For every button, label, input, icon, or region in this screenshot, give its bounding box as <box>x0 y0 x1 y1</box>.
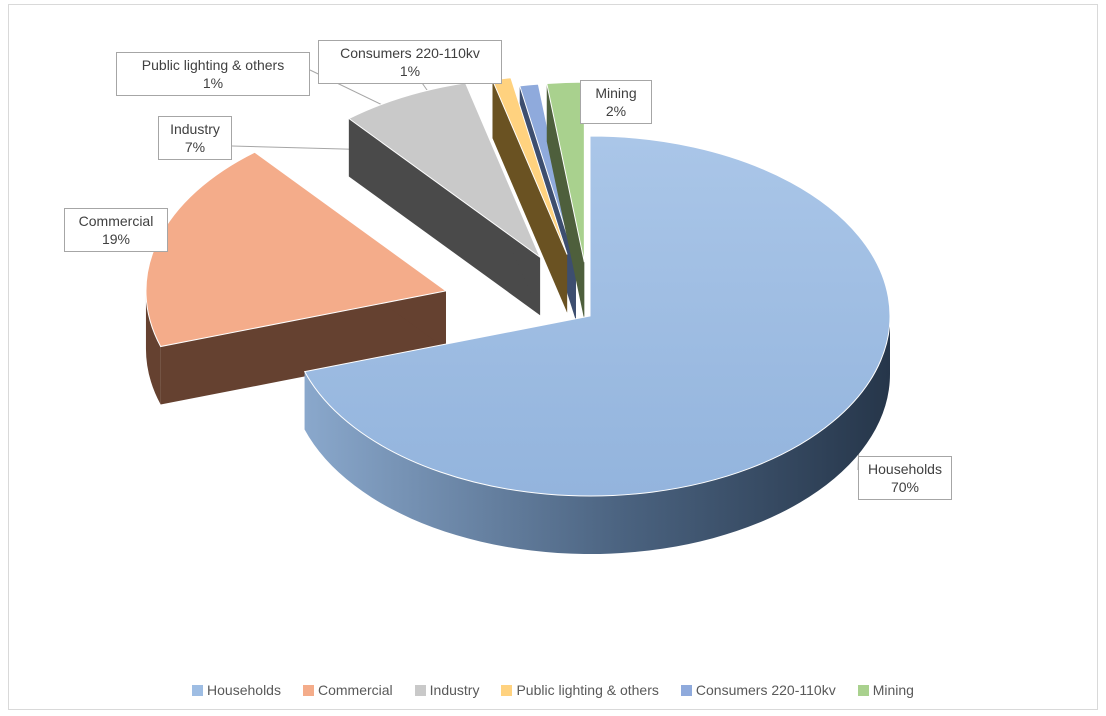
legend-label: Commercial <box>317 682 393 698</box>
slice-wall-mining-0 <box>546 83 585 321</box>
slice-side-households-0 <box>304 316 890 555</box>
legend-item-households: Households <box>192 682 281 698</box>
legend-swatch <box>414 684 426 696</box>
legend-swatch <box>501 684 513 696</box>
legend-label: Mining <box>872 682 914 698</box>
legend-swatch <box>302 684 314 696</box>
label-value: 1% <box>399 63 421 79</box>
slice-wall-commercial-0 <box>160 290 446 405</box>
legend-item-commercial: Commercial <box>302 682 393 698</box>
slice-consumers-220-110kv <box>519 83 577 263</box>
data-label-households: Households 70% <box>858 456 952 500</box>
data-label-commercial: Commercial 19% <box>64 208 168 252</box>
label-name: Industry <box>170 121 220 137</box>
legend-item-mining: Mining <box>857 682 914 698</box>
slice-wall-public-lighting-others-0 <box>492 80 568 313</box>
data-label-consumers: Consumers 220-110kv 1% <box>318 40 502 84</box>
pie-slices <box>145 77 891 555</box>
legend-label: Households <box>207 682 281 698</box>
data-label-industry: Industry 7% <box>158 116 232 160</box>
legend-swatch <box>857 684 869 696</box>
label-value: 1% <box>202 75 224 91</box>
legend-item-industry: Industry <box>414 682 480 698</box>
legend-item-consumers: Consumers 220-110kv <box>680 682 836 698</box>
label-value: 2% <box>605 103 627 119</box>
label-name: Households <box>868 461 942 477</box>
legend-swatch <box>680 684 692 696</box>
slice-wall-industry-0 <box>348 118 541 316</box>
chart-legend: Households Commercial Industry Public li… <box>0 682 1106 698</box>
legend-swatch <box>192 684 204 696</box>
label-value: 7% <box>184 139 206 155</box>
data-label-public-lighting: Public lighting & others 1% <box>116 52 310 96</box>
label-name: Consumers 220-110kv <box>340 45 480 61</box>
label-name: Mining <box>595 85 637 101</box>
label-name: Commercial <box>78 213 154 229</box>
label-value: 70% <box>890 479 920 495</box>
label-value: 19% <box>101 231 131 247</box>
legend-label: Consumers 220-110kv <box>695 682 836 698</box>
slice-households <box>303 135 891 497</box>
legend-item-public-lighting: Public lighting & others <box>501 682 659 698</box>
legend-label: Industry <box>429 682 480 698</box>
label-name: Public lighting & others <box>141 57 285 73</box>
data-label-mining: Mining 2% <box>580 80 652 124</box>
legend-label: Public lighting & others <box>516 682 659 698</box>
